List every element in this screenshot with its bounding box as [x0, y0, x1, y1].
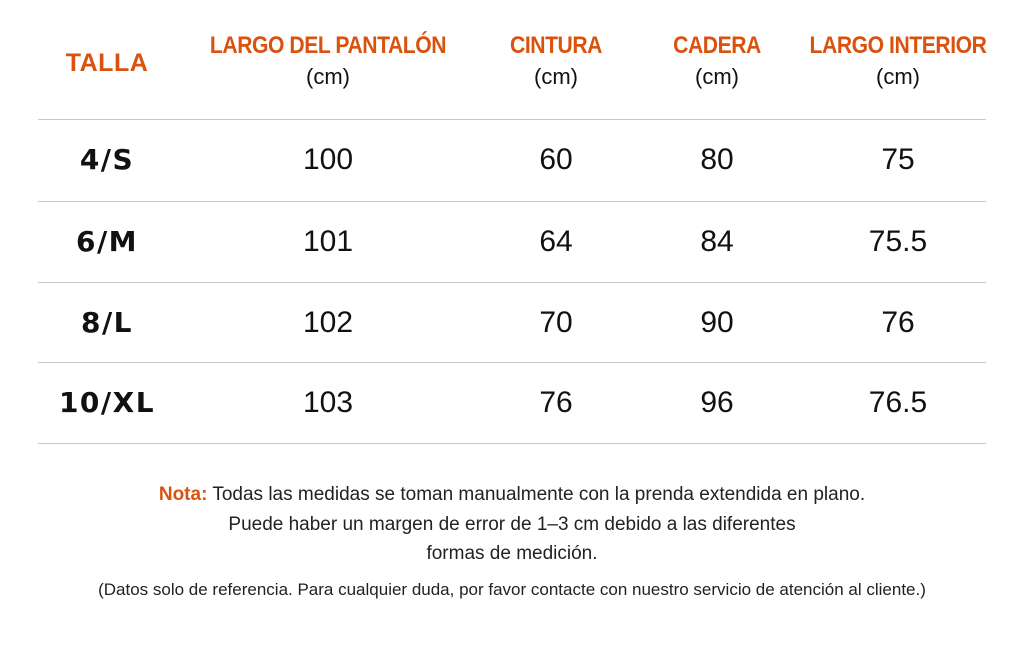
largo-cell: 102	[302, 306, 354, 339]
header-cadera: CADERA (cm)	[667, 30, 767, 92]
table-divider	[38, 443, 986, 444]
header-largo-interior-title: LARGO INTERIOR	[809, 32, 987, 59]
size-cell: 8/L	[80, 306, 134, 339]
cadera-cell: 96	[700, 386, 734, 419]
cadera-cell: 80	[700, 143, 734, 176]
header-largo-pantalon-title: LARGO DEL PANTALÓN	[209, 32, 447, 59]
size-cell: 6/M	[75, 225, 139, 258]
largo-interior-cell: 75	[881, 143, 915, 176]
note-line-3: formas de medición.	[426, 543, 598, 564]
largo-cell: 100	[302, 143, 354, 176]
table-divider	[38, 119, 986, 120]
cintura-cell: 60	[539, 143, 573, 176]
cadera-cell: 84	[700, 225, 734, 258]
cintura-cell: 70	[539, 306, 573, 339]
header-cintura: CINTURA (cm)	[504, 30, 609, 92]
header-largo-pantalon: LARGO DEL PANTALÓN (cm)	[194, 30, 462, 92]
largo-interior-cell: 75.5	[868, 225, 928, 258]
header-largo-interior: LARGO INTERIOR (cm)	[798, 30, 999, 92]
header-cintura-title: CINTURA	[510, 32, 602, 59]
note-text-1: Todas las medidas se toman manualmente c…	[207, 484, 866, 505]
table-row: 4/S 100 60 80 75	[0, 120, 1024, 200]
size-cell: 4/S	[79, 143, 135, 176]
table-divider	[38, 201, 986, 202]
size-cell: 10/XL	[58, 386, 156, 419]
header-cadera-unit: (cm)	[695, 64, 739, 89]
largo-cell: 103	[302, 386, 354, 419]
cadera-cell: 90	[700, 306, 734, 339]
header-cadera-title: CADERA	[673, 32, 761, 59]
largo-interior-cell: 76	[881, 306, 915, 339]
header-largo-interior-unit: (cm)	[876, 64, 920, 89]
largo-interior-cell: 76.5	[868, 386, 928, 419]
table-divider	[38, 282, 986, 283]
note-label: Nota:	[158, 484, 208, 505]
cintura-cell: 76	[539, 386, 573, 419]
note-line-2: Puede haber un margen de error de 1–3 cm…	[228, 514, 796, 535]
largo-cell: 101	[302, 225, 354, 258]
header-cintura-unit: (cm)	[534, 64, 578, 89]
header-largo-pantalon-unit: (cm)	[306, 64, 350, 89]
header-talla: TALLA	[65, 49, 149, 77]
note-line-1: Nota: Todas las medidas se toman manualm…	[0, 484, 1024, 506]
table-divider	[38, 362, 986, 363]
table-row: 10/XL 103 76 96 76.5	[0, 363, 1024, 443]
table-row: 6/M 101 64 84 75.5	[0, 202, 1024, 282]
table-row: 8/L 102 70 90 76	[0, 283, 1024, 363]
cintura-cell: 64	[539, 225, 573, 258]
note-disclaimer: (Datos solo de referencia. Para cualquie…	[98, 580, 926, 599]
